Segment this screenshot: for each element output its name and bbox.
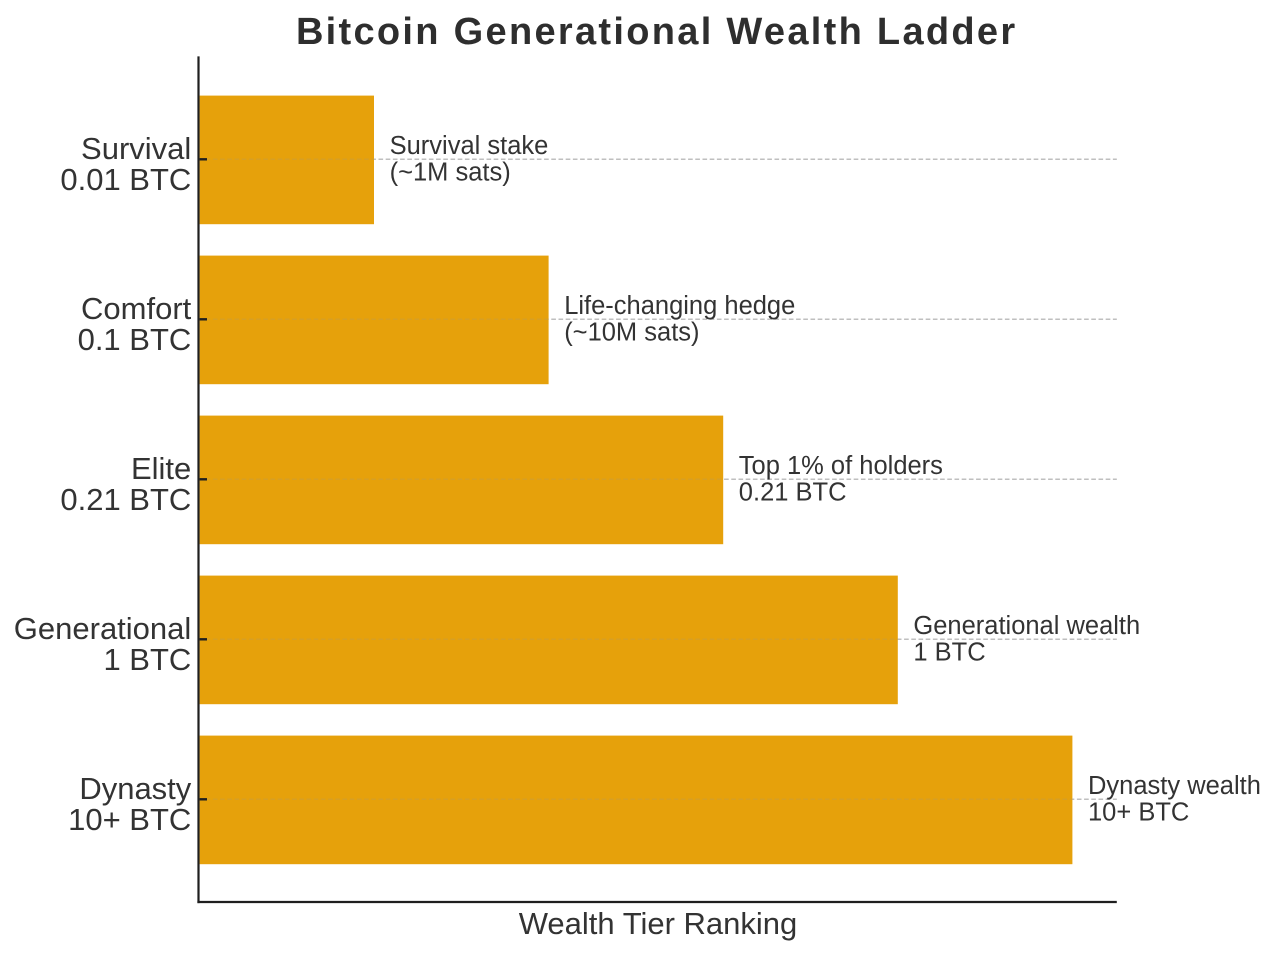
- svg-text:0.21 BTC: 0.21 BTC: [739, 478, 847, 506]
- svg-text:(~10M sats): (~10M sats): [564, 318, 699, 346]
- svg-text:1 BTC: 1 BTC: [103, 642, 191, 677]
- svg-text:Generational: Generational: [14, 611, 192, 646]
- svg-text:Life-changing hedge: Life-changing hedge: [564, 292, 795, 320]
- svg-text:10+ BTC: 10+ BTC: [1088, 798, 1189, 826]
- svg-text:Dynasty wealth: Dynasty wealth: [1088, 772, 1261, 800]
- svg-text:Elite: Elite: [131, 451, 191, 486]
- svg-text:Survival: Survival: [81, 131, 191, 166]
- svg-text:Generational wealth: Generational wealth: [913, 612, 1140, 640]
- svg-text:1 BTC: 1 BTC: [913, 638, 985, 666]
- svg-text:0.1 BTC: 0.1 BTC: [78, 322, 192, 357]
- svg-text:Survival stake: Survival stake: [390, 132, 549, 160]
- svg-text:0.01 BTC: 0.01 BTC: [60, 162, 191, 197]
- svg-text:Bitcoin Generational Wealth La: Bitcoin Generational Wealth Ladder: [296, 11, 1018, 53]
- svg-text:0.21 BTC: 0.21 BTC: [60, 482, 191, 517]
- svg-text:Wealth Tier Ranking: Wealth Tier Ranking: [519, 906, 798, 941]
- svg-text:Dynasty: Dynasty: [79, 771, 191, 806]
- svg-text:(~1M sats): (~1M sats): [390, 158, 511, 186]
- svg-text:10+ BTC: 10+ BTC: [68, 802, 191, 837]
- svg-text:Top 1% of holders: Top 1% of holders: [739, 452, 943, 480]
- svg-text:Comfort: Comfort: [81, 291, 192, 326]
